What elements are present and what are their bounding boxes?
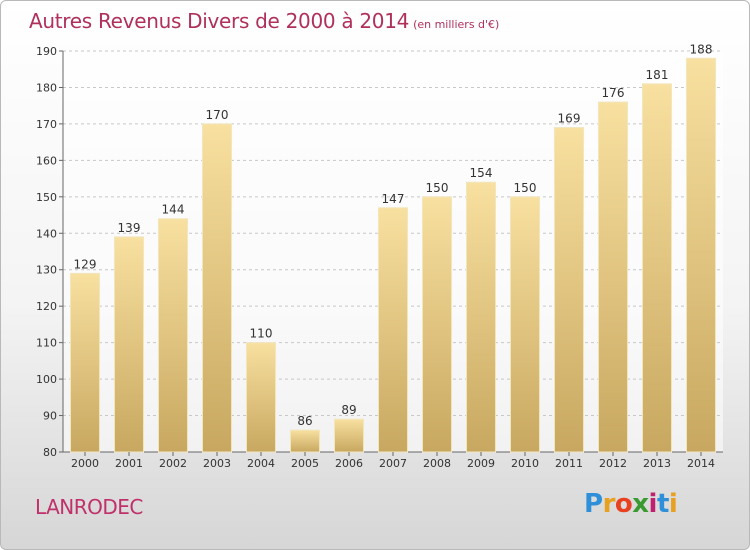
bar-value-label: 154 xyxy=(470,166,493,180)
logo-letter: i xyxy=(668,489,678,519)
bar-value-label: 150 xyxy=(426,181,449,195)
x-tick-label: 2011 xyxy=(555,457,583,470)
proxiti-logo[interactable]: Proxiti xyxy=(584,489,678,519)
x-tick-label: 2012 xyxy=(599,457,627,470)
logo-letter: r xyxy=(602,489,616,519)
y-tick-label: 160 xyxy=(36,154,57,167)
x-tick-label: 2006 xyxy=(335,457,363,470)
x-tick-label: 2004 xyxy=(247,457,275,470)
commune-name: LANRODEC xyxy=(35,495,143,519)
y-tick-label: 110 xyxy=(36,337,57,350)
logo-letter: o xyxy=(614,489,633,519)
bar-value-label: 110 xyxy=(250,327,273,341)
bar-value-label: 129 xyxy=(74,257,97,271)
y-tick-label: 140 xyxy=(36,227,57,240)
x-tick-label: 2008 xyxy=(423,457,451,470)
x-tick-label: 2000 xyxy=(71,457,99,470)
bar xyxy=(597,101,629,453)
x-tick-label: 2001 xyxy=(115,457,143,470)
logo-letter: i xyxy=(648,489,658,519)
bar xyxy=(157,218,189,453)
y-tick-label: 90 xyxy=(43,410,57,423)
y-tick-label: 130 xyxy=(36,264,57,277)
logo-letter: P xyxy=(584,489,603,519)
bar xyxy=(509,196,541,453)
chart-title-unit: (en milliers d'€) xyxy=(413,18,500,31)
bar-value-label: 144 xyxy=(162,203,185,217)
bar xyxy=(685,57,717,453)
y-tick-label: 120 xyxy=(36,300,57,313)
bar xyxy=(69,272,101,453)
logo-letter: t xyxy=(656,489,669,519)
bar-value-label: 86 xyxy=(297,414,312,428)
bar-value-label: 150 xyxy=(514,181,537,195)
bar-value-label: 176 xyxy=(602,86,625,100)
x-tick-label: 2013 xyxy=(643,457,671,470)
y-tick-label: 170 xyxy=(36,118,57,131)
x-tick-label: 2005 xyxy=(291,457,319,470)
y-tick-label: 190 xyxy=(36,45,57,58)
x-tick-label: 2002 xyxy=(159,457,187,470)
chart-title-text: Autres Revenus Divers de 2000 à 2014 xyxy=(29,9,410,33)
bar-value-label: 139 xyxy=(118,221,141,235)
y-tick-label: 80 xyxy=(43,446,57,459)
bar xyxy=(377,207,409,453)
bar xyxy=(553,127,585,453)
x-tick-label: 2009 xyxy=(467,457,495,470)
y-tick-label: 180 xyxy=(36,81,57,94)
bar-value-label: 147 xyxy=(382,192,405,206)
y-tick-label: 100 xyxy=(36,373,57,386)
bar xyxy=(641,83,673,453)
x-tick-label: 2003 xyxy=(203,457,231,470)
x-tick-label: 2007 xyxy=(379,457,407,470)
bar xyxy=(289,429,321,453)
logo-letter: x xyxy=(632,489,649,519)
bar xyxy=(465,181,497,453)
bar-value-label: 89 xyxy=(341,403,356,417)
bar-value-label: 181 xyxy=(646,68,669,82)
bar-value-label: 170 xyxy=(206,108,229,122)
chart-title: Autres Revenus Divers de 2000 à 2014 (en … xyxy=(29,9,499,33)
bar xyxy=(421,196,453,453)
bar xyxy=(333,418,365,453)
x-tick-label: 2010 xyxy=(511,457,539,470)
bar xyxy=(201,123,233,453)
bar-value-label: 188 xyxy=(690,42,713,56)
y-tick-label: 150 xyxy=(36,191,57,204)
bar xyxy=(113,236,145,453)
x-tick-label: 2014 xyxy=(687,457,715,470)
bar-value-label: 169 xyxy=(558,112,581,126)
bar xyxy=(245,342,277,453)
